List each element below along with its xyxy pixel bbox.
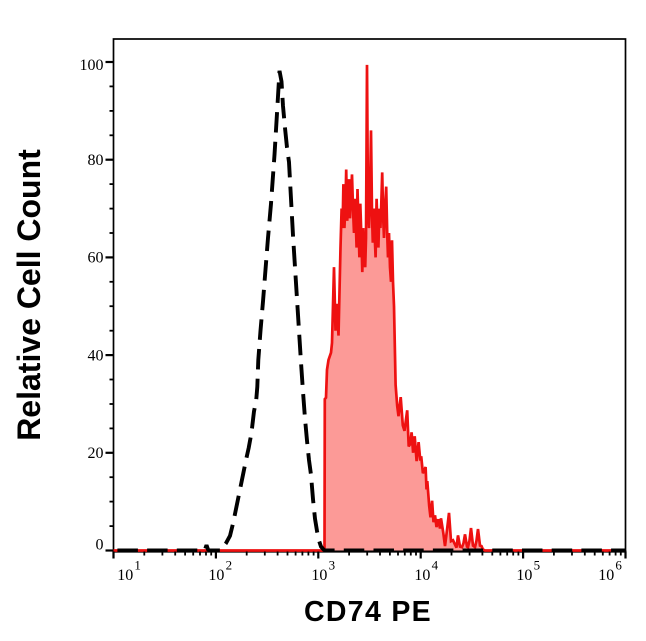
svg-text:20: 20 <box>88 445 104 462</box>
svg-text:2: 2 <box>226 558 233 573</box>
svg-text:10: 10 <box>516 567 532 584</box>
svg-text:Relative Cell Count: Relative Cell Count <box>11 149 47 441</box>
svg-text:100: 100 <box>80 57 104 74</box>
svg-text:0: 0 <box>96 537 104 554</box>
svg-text:1: 1 <box>134 558 141 573</box>
svg-text:80: 80 <box>88 152 104 169</box>
svg-text:CD74 PE: CD74 PE <box>304 596 432 628</box>
svg-text:6: 6 <box>615 558 622 573</box>
svg-text:3: 3 <box>329 558 336 573</box>
svg-text:40: 40 <box>88 347 104 364</box>
svg-text:60: 60 <box>88 250 104 267</box>
svg-text:4: 4 <box>432 558 439 573</box>
svg-text:10: 10 <box>208 567 224 584</box>
svg-text:5: 5 <box>534 558 541 573</box>
svg-text:10: 10 <box>414 567 430 584</box>
svg-text:10: 10 <box>598 567 614 584</box>
svg-text:10: 10 <box>117 567 133 584</box>
svg-text:10: 10 <box>311 567 327 584</box>
